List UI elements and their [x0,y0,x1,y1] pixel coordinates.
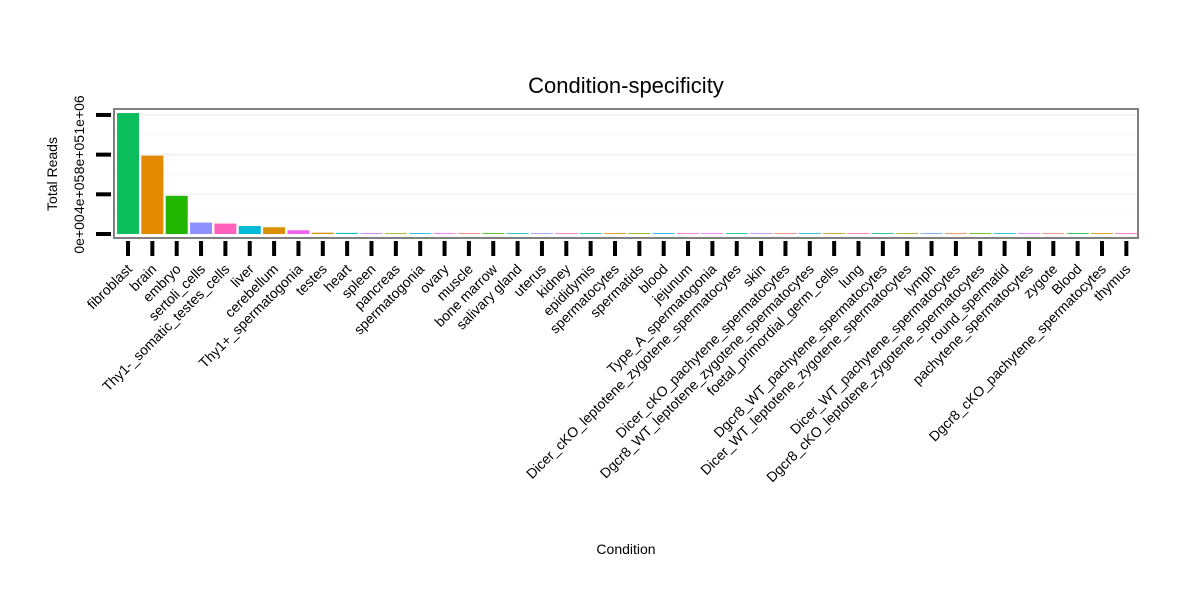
bar-pancreas [384,233,407,234]
bar-Type_A_spermatogonia [701,233,724,234]
bar-uterus [530,233,553,234]
bar-salivary gland [506,233,529,234]
bar-epididymis [579,233,602,234]
bar-testes [311,232,334,234]
bar-Blood [1066,233,1089,234]
bar-ovary [433,233,456,234]
y-axis-title: Total Reads [44,137,60,211]
bar-Dicer_cKO_leptotene_zygotene_spermatocytes [725,233,748,234]
bar-embryo [165,195,188,234]
bar-jejunum [677,233,700,234]
bar-foetal_primordial_germ_cells [823,233,846,234]
y-tick-label: 4e+05 [71,174,87,214]
bar-blood [652,233,675,234]
bar-Dgcr8_WT_leptotene_zygotene_spermatocytes [798,233,821,234]
bar-Dicer_WT_leptotene_zygotene_spermatocytes [896,233,919,234]
bar-Thy1-_somatic_testes_cells [214,223,237,234]
bar-heart [336,232,359,234]
bar-zygote [1042,233,1065,234]
bar-lymph [920,233,943,234]
bar-muscle [457,233,480,234]
bar-sertoli_cells [190,222,213,234]
bar-round_spermatid [993,233,1016,234]
bar-lung [847,233,870,234]
bar-kidney [555,233,578,234]
bar-spermatocytes [604,233,626,234]
bar-brain [141,155,164,234]
bar-Dgcr8_cKO_pachytene_spermatocytes [1091,233,1113,234]
bar-skin [750,233,773,234]
bar-fibroblast [117,113,139,234]
bar-spermatogonia [409,233,432,234]
bar-spermatids [628,233,651,234]
bar-Thy1+_spermatogonia [287,230,310,234]
bar-spleen [360,233,383,234]
y-tick-label: 1e+06 [71,95,87,135]
bar-Dicer_WT_pachytene_spermatocytes [944,233,967,234]
bar-bone marrow [482,233,505,234]
x-axis: fibroblastbrainembryosertoli_cellsThy1-_… [84,241,1133,485]
y-tick-label: 8e+05 [71,135,87,175]
bar-Dicer_cKO_pachytene_spermatocytes [774,233,797,234]
gridlines [115,114,1137,215]
bar-pachytene_spermatocytes [1017,233,1040,234]
x-tick-label: fibroblast [84,261,136,313]
bar-thymus [1115,233,1138,234]
plot-border [113,108,1139,239]
plot-background [114,109,1138,238]
bar-Dgcr8_cKO_leptotene_zygotene_spermatocytes [969,233,992,234]
x-axis-title: Condition [596,541,655,557]
y-tick-label: 0e+00 [71,214,87,254]
bar-Dgcr8_WT_pachytene_spermatocytes [871,233,894,234]
bars [117,113,1138,234]
chart-title: Condition-specificity [528,73,724,98]
bar-cerebellum [263,227,286,234]
bar-liver [238,226,261,234]
